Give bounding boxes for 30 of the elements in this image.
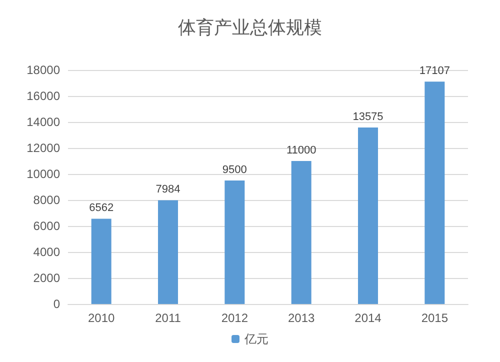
legend-label: 亿元 — [244, 332, 268, 346]
y-tick-label: 4000 — [33, 245, 60, 259]
data-label: 13575 — [352, 111, 384, 124]
x-tick-label: 2013 — [288, 311, 316, 325]
y-tick-label: 6000 — [33, 219, 60, 233]
bar — [158, 200, 178, 304]
bar — [91, 218, 112, 304]
x-tick-label: 2012 — [221, 311, 248, 325]
y-tick-label: 18000 — [26, 63, 60, 77]
y-tick-label: 0 — [53, 297, 60, 311]
x-tick-label: 2015 — [421, 311, 448, 325]
y-tick-label: 8000 — [33, 193, 60, 207]
y-tick-label: 2000 — [33, 271, 60, 285]
data-label: 11000 — [286, 144, 316, 156]
x-tick-label: 2011 — [155, 311, 182, 325]
y-tick-label: 10000 — [26, 167, 60, 181]
y-tick-label: 14000 — [26, 115, 60, 129]
bar — [358, 128, 378, 304]
bar — [424, 82, 445, 304]
data-label: 17107 — [419, 65, 450, 78]
bar — [291, 161, 312, 304]
x-tick-label: 2010 — [88, 311, 116, 325]
bar — [224, 180, 245, 304]
y-tick-label: 12000 — [26, 141, 60, 155]
x-tick-label: 2014 — [354, 311, 382, 325]
data-label: 6562 — [89, 202, 114, 214]
data-label: 7984 — [156, 184, 180, 196]
data-label: 9500 — [222, 164, 247, 176]
y-tick-label: 16000 — [26, 89, 60, 103]
chart-title: 体育产业总体规模 — [178, 18, 322, 38]
